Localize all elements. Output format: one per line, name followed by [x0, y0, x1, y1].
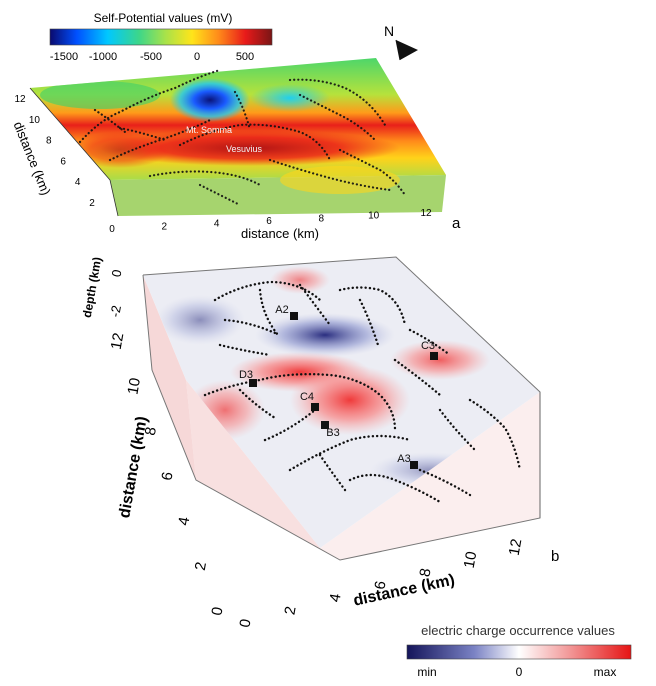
panel-b-x-tick: 0 — [236, 618, 254, 629]
panel-b-y-tick: 2 — [192, 561, 210, 572]
panel-b-x-tick: 6 — [371, 580, 389, 591]
panel-b-depth-tick: 0 — [109, 268, 125, 278]
panel-b-depth-label: depth (km) — [80, 256, 104, 319]
panel-b-x-label: distance (km) — [352, 572, 456, 610]
panel-a-x-tick: 0 — [109, 224, 115, 235]
sample-point-marker — [321, 421, 329, 429]
panel-a-y-tick: 4 — [75, 177, 81, 188]
panel-a-y-tick: 2 — [89, 198, 95, 209]
panel-b-x-tick: 2 — [281, 605, 299, 616]
panel-b-y-tick: 0 — [208, 606, 226, 617]
sample-point-marker — [410, 461, 418, 469]
panel-a-y-label: distance (km) — [11, 119, 54, 197]
colorbar-b-title: electric charge occurrence values — [421, 623, 615, 638]
panel-a-y-tick: 12 — [14, 94, 26, 105]
panel-a-x-tick: 10 — [368, 211, 380, 222]
colorbar-a-tick: 500 — [236, 51, 254, 63]
sample-point-marker — [290, 312, 298, 320]
colorbar-a-tick: -500 — [140, 51, 162, 63]
panel-a-y-tick: 6 — [60, 156, 66, 167]
sp-surface-panel: Mt. Somma Vesuvius — [29, 58, 446, 217]
panel-a-x-label: distance (km) — [241, 226, 319, 241]
panel-a-y-tick: 10 — [29, 115, 41, 126]
colorbar-a-tick: -1000 — [89, 51, 117, 63]
sample-point-label: A3 — [397, 453, 410, 465]
sample-point-label: B3 — [326, 427, 339, 439]
panel-a-x-ticks: 0 2 4 6 8 10 12 — [109, 208, 432, 235]
north-label: N — [384, 23, 394, 39]
panel-a-x-tick: 4 — [214, 219, 220, 230]
sample-point-marker — [249, 379, 257, 387]
panel-a-x-tick: 6 — [266, 216, 272, 227]
colorbar-b-min: min — [417, 665, 436, 679]
north-arrow-icon: N — [384, 23, 418, 61]
panel-b-x-tick: 4 — [326, 592, 344, 603]
panel-b-y-tick: 12 — [108, 332, 128, 351]
sample-point-label: C4 — [300, 391, 314, 403]
sample-point-marker — [430, 352, 438, 360]
panel-b-y-label: distance (km) — [116, 415, 151, 520]
charge-block-panel: A2 C3 D3 C4 B3 A3 — [142, 256, 541, 561]
panel-b-x-tick: 12 — [506, 538, 526, 557]
panel-b-y-ticks: 0 2 4 6 8 10 12 — [108, 332, 227, 617]
colorbar-a-title: Self-Potential values (mV) — [94, 11, 233, 25]
label-mt-somma: Mt. Somma — [186, 125, 232, 135]
panel-b-depth-ticks: 0 -2 — [107, 268, 124, 318]
panel-b-y-tick: 10 — [124, 377, 144, 396]
sample-point-marker — [311, 403, 319, 411]
colorbar-b-zero: 0 — [516, 665, 523, 679]
panel-b-y-tick: 8 — [142, 426, 160, 437]
sample-point-label: D3 — [239, 369, 253, 381]
panel-b-depth-tick: -2 — [107, 304, 124, 318]
colorbar-b-max: max — [594, 665, 617, 679]
sample-points: A2 C3 D3 C4 B3 A3 — [239, 304, 438, 469]
panel-a-letter: a — [452, 215, 461, 232]
colorbar-a-tick: -1500 — [50, 51, 78, 63]
sample-point-label: A2 — [275, 304, 288, 316]
panel-a-x-tick: 2 — [162, 221, 168, 232]
colorbar-a-tick: 0 — [194, 51, 200, 63]
colorbar-a — [49, 28, 273, 46]
panel-a-x-tick: 8 — [319, 213, 325, 224]
sample-point-label: C3 — [421, 340, 435, 352]
colorbar-a-ticks: -1500 -1000 -500 0 500 — [50, 51, 254, 63]
panel-b-x-tick: 10 — [461, 550, 481, 569]
panel-a-x-tick: 12 — [420, 208, 432, 219]
panel-b-letter: b — [551, 548, 559, 565]
panel-a-y-tick: 8 — [46, 136, 52, 147]
panel-b-x-ticks: 0 2 4 6 8 10 12 — [236, 538, 525, 629]
colorbar-b — [406, 644, 632, 660]
panel-b-x-tick: 8 — [416, 567, 434, 578]
panel-b-y-tick: 4 — [175, 516, 193, 527]
label-vesuvius: Vesuvius — [226, 144, 263, 154]
panel-b-y-tick: 6 — [158, 471, 176, 482]
